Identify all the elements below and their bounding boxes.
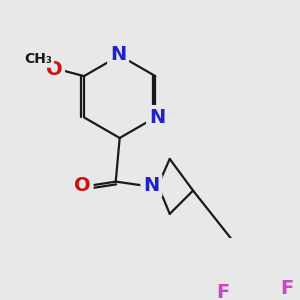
Text: N: N: [143, 176, 160, 195]
Text: F: F: [217, 283, 230, 300]
Text: O: O: [46, 60, 62, 79]
Text: N: N: [110, 45, 126, 64]
Text: CH₃: CH₃: [24, 52, 52, 66]
Text: F: F: [280, 279, 293, 298]
Text: N: N: [149, 108, 165, 127]
Text: O: O: [74, 176, 91, 195]
